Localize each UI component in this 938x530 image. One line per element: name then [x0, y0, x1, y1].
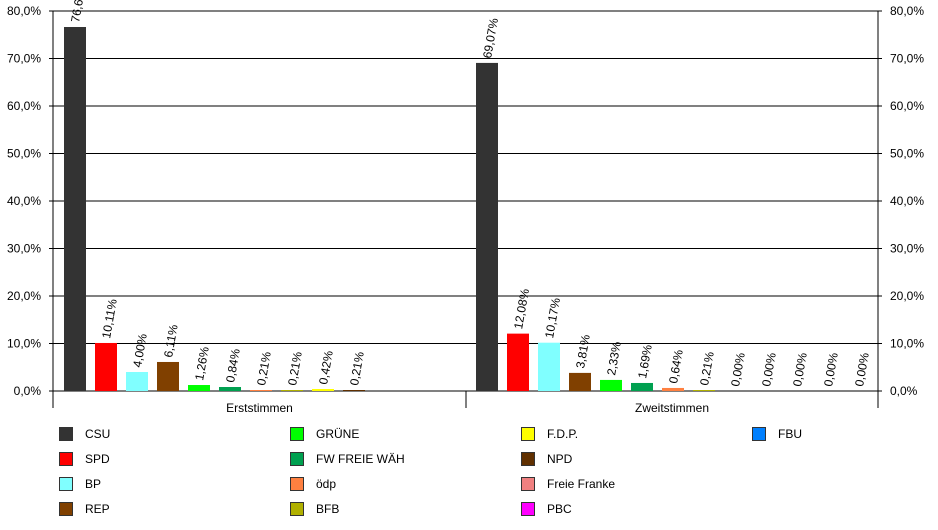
- data-label: 76,63%: [68, 0, 89, 24]
- data-label: 10,17%: [542, 296, 563, 339]
- bar: [281, 390, 303, 391]
- data-label: 1,69%: [635, 343, 655, 379]
- y-tick-label-left: 70,0%: [7, 52, 41, 66]
- data-label: 4,00%: [130, 332, 150, 368]
- bar: [343, 390, 365, 391]
- category-label: Erststimmen: [226, 401, 293, 415]
- y-tick-label-right: 40,0%: [890, 194, 924, 208]
- bar: [662, 387, 684, 391]
- data-label: 0,00%: [759, 351, 779, 387]
- data-label: 0,00%: [790, 351, 810, 387]
- data-label: 0,21%: [285, 350, 305, 386]
- y-tick-label-right: 10,0%: [890, 337, 924, 351]
- data-label: 0,64%: [666, 348, 686, 384]
- data-label: 0,21%: [347, 350, 367, 386]
- bar: [600, 379, 622, 391]
- y-tick-label-left: 60,0%: [7, 99, 41, 113]
- data-label: 69,07%: [480, 17, 501, 60]
- bar: [507, 333, 529, 391]
- bar: [219, 387, 241, 391]
- bar: [188, 385, 210, 391]
- y-tick-label-left: 20,0%: [7, 289, 41, 303]
- data-label: 0,84%: [223, 347, 243, 383]
- y-tick-label-left: 80,0%: [7, 4, 41, 18]
- y-tick-label-right: 60,0%: [890, 99, 924, 113]
- data-label: 6,11%: [161, 323, 181, 358]
- y-tick-label-right: 80,0%: [890, 4, 924, 18]
- bar: [126, 372, 148, 391]
- data-label: 0,21%: [697, 350, 717, 386]
- y-tick-label-left: 40,0%: [7, 194, 41, 208]
- data-label: 0,21%: [254, 350, 274, 386]
- bar: [95, 342, 117, 391]
- data-label: 12,08%: [511, 287, 532, 330]
- y-tick-label-right: 30,0%: [890, 242, 924, 256]
- y-tick-label-right: 20,0%: [890, 289, 924, 303]
- data-label: 10,11%: [99, 298, 120, 340]
- bars: [64, 27, 715, 391]
- bar: [569, 372, 591, 391]
- data-label: 3,81%: [573, 333, 593, 369]
- y-tick-label-left: 10,0%: [7, 337, 41, 351]
- data-label: 0,00%: [852, 351, 872, 387]
- data-label: 0,00%: [821, 351, 841, 387]
- bar: [250, 390, 272, 391]
- data-labels: 76,63% 10,11% 4,00% 6,11% 1,26% 0,84% 0,21% 0,2…: [68, 0, 872, 388]
- bar: [312, 389, 334, 391]
- bar: [64, 27, 86, 391]
- bar: [693, 390, 715, 391]
- y-tick-label-right: 50,0%: [890, 147, 924, 161]
- data-label: 0,00%: [728, 351, 748, 387]
- category-label: Zweitstimmen: [635, 401, 709, 415]
- bar: [157, 361, 179, 391]
- data-label: 2,33%: [604, 340, 624, 376]
- axes: 0,0% 0,0% 10,0% 10,0% 20,0% 20,0% 30,0% 30,0% 40…: [7, 4, 924, 415]
- gridlines: [53, 10, 878, 392]
- y-tick-label-left: 30,0%: [7, 242, 41, 256]
- data-label: 0,42%: [316, 349, 336, 385]
- y-tick-label-right: 70,0%: [890, 52, 924, 66]
- y-tick-label-right: 0,0%: [890, 384, 918, 398]
- bar: [631, 382, 653, 391]
- bar: [476, 62, 498, 391]
- y-tick-label-left: 0,0%: [14, 384, 42, 398]
- data-label: 1,26%: [192, 345, 212, 381]
- y-tick-label-left: 50,0%: [7, 147, 41, 161]
- bar: [538, 342, 560, 391]
